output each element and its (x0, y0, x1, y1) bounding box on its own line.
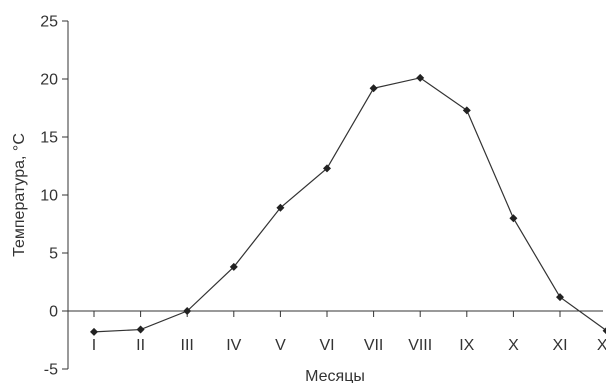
x-tick-label: V (275, 337, 286, 354)
x-tick-label: IV (226, 337, 241, 354)
x-tick-label: VII (364, 337, 384, 354)
x-tick-label: III (181, 337, 194, 354)
x-tick-label: XII (597, 337, 606, 354)
data-point (323, 164, 331, 173)
temperature-series (90, 73, 606, 336)
data-point (602, 327, 606, 335)
data-point (136, 325, 145, 334)
data-point (183, 307, 192, 315)
y-axis: -5 0 5 10 15 20 25 (40, 14, 69, 379)
x-tick-label: VI (319, 337, 334, 354)
x-tick-label: I (92, 337, 96, 354)
y-tick-label: 0 (49, 304, 58, 321)
y-tick-label: 20 (40, 72, 58, 89)
y-axis-title: Температура, °С (11, 133, 28, 257)
data-point (416, 73, 425, 82)
data-point (369, 84, 378, 93)
y-tick-label: 10 (40, 188, 58, 205)
data-point (556, 293, 564, 302)
y-tick-label: 15 (40, 130, 58, 147)
y-tick-label: 25 (40, 14, 58, 31)
series-line (93, 77, 606, 333)
y-tick-label: -5 (44, 362, 58, 379)
data-point (509, 214, 518, 223)
x-tick-label: II (136, 337, 145, 354)
x-tick-label: XI (552, 337, 567, 354)
y-tick-label: 5 (49, 246, 58, 263)
x-tick-label: IX (459, 337, 474, 354)
data-point (462, 106, 471, 115)
x-tick-label: X (508, 337, 519, 354)
data-point (229, 262, 238, 271)
x-tick-label: VIII (408, 337, 432, 354)
x-axis: IIIIIIIVVVIVIIVIIIIXXXIXII (68, 310, 606, 354)
data-point (90, 327, 98, 336)
data-point (276, 203, 285, 212)
x-axis-title: Месяцы (305, 368, 365, 383)
